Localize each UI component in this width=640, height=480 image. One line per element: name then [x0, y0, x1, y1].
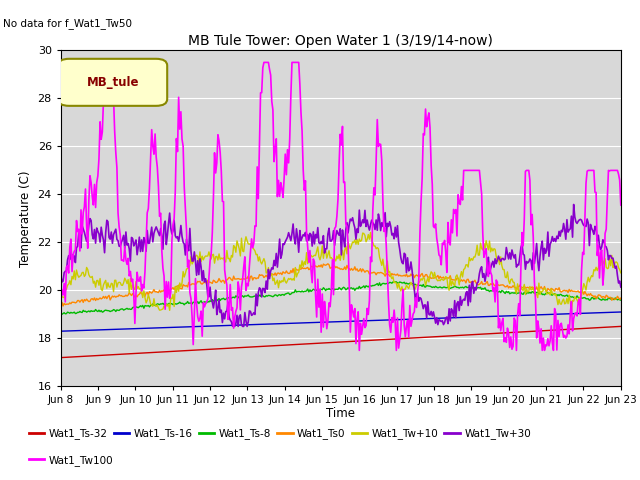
- Wat1_Tw+30: [517, 244, 525, 250]
- Wat1_Ts0: [324, 261, 332, 267]
- Line: Wat1_Tw+30: Wat1_Tw+30: [61, 204, 621, 326]
- Wat1_Tw+30: [328, 238, 335, 244]
- Wat1_Tw100: [328, 289, 335, 295]
- Wat1_Tw100: [355, 348, 363, 353]
- Title: MB Tule Tower: Open Water 1 (3/19/14-now): MB Tule Tower: Open Water 1 (3/19/14-now…: [188, 34, 493, 48]
- Wat1_Ts-16: [617, 309, 625, 315]
- Wat1_Tw+10: [328, 255, 335, 261]
- Wat1_Tw+30: [324, 231, 332, 237]
- Wat1_Ts-32: [326, 340, 334, 346]
- Text: MB_tule: MB_tule: [86, 76, 139, 89]
- Wat1_Tw100: [324, 318, 332, 324]
- Legend: Wat1_Tw100: Wat1_Tw100: [24, 451, 117, 470]
- Wat1_Tw+30: [392, 225, 399, 230]
- Wat1_Ts0: [328, 264, 336, 270]
- Wat1_Ts-16: [326, 319, 334, 325]
- Wat1_Ts-16: [390, 317, 398, 323]
- Wat1_Tw+30: [617, 284, 625, 290]
- Line: Wat1_Ts-32: Wat1_Ts-32: [61, 326, 621, 358]
- Y-axis label: Temperature (C): Temperature (C): [19, 170, 32, 267]
- Wat1_Ts-8: [328, 286, 335, 292]
- Wat1_Tw+10: [57, 295, 65, 300]
- Line: Wat1_Tw+10: Wat1_Tw+10: [61, 232, 621, 310]
- Wat1_Tw+30: [57, 272, 65, 278]
- Legend: Wat1_Ts-32, Wat1_Ts-16, Wat1_Ts-8, Wat1_Ts0, Wat1_Tw+10, Wat1_Tw+30: Wat1_Ts-32, Wat1_Ts-16, Wat1_Ts-8, Wat1_…: [24, 424, 535, 444]
- Line: Wat1_Ts-8: Wat1_Ts-8: [61, 282, 621, 314]
- X-axis label: Time: Time: [326, 407, 355, 420]
- Wat1_Ts-16: [604, 310, 611, 315]
- Wat1_Ts0: [57, 301, 65, 307]
- Wat1_Tw+10: [617, 270, 625, 276]
- Wat1_Ts-8: [392, 279, 400, 285]
- Wat1_Ts-32: [390, 336, 398, 342]
- Wat1_Tw+10: [605, 256, 613, 262]
- Wat1_Tw100: [57, 299, 65, 305]
- Wat1_Ts-16: [360, 318, 367, 324]
- Wat1_Ts-32: [604, 324, 611, 330]
- Wat1_Tw+10: [392, 280, 400, 286]
- Wat1_Ts-32: [57, 355, 65, 360]
- Wat1_Ts0: [617, 295, 625, 301]
- Wat1_Ts0: [60, 303, 67, 309]
- Line: Wat1_Tw100: Wat1_Tw100: [61, 62, 621, 350]
- Wat1_Ts-8: [605, 296, 613, 301]
- Wat1_Ts-8: [324, 287, 332, 292]
- Wat1_Tw100: [103, 60, 111, 65]
- Wat1_Tw+10: [324, 252, 332, 257]
- Line: Wat1_Ts0: Wat1_Ts0: [61, 264, 621, 306]
- Wat1_Ts-8: [361, 285, 369, 291]
- Wat1_Ts-8: [57, 311, 65, 317]
- Wat1_Tw+10: [518, 287, 526, 293]
- Wat1_Ts-32: [516, 329, 524, 335]
- Wat1_Tw100: [605, 168, 613, 174]
- Wat1_Tw100: [362, 323, 370, 328]
- Line: Wat1_Ts-16: Wat1_Ts-16: [61, 312, 621, 331]
- Wat1_Tw100: [392, 348, 400, 353]
- Wat1_Tw+30: [605, 252, 613, 258]
- Wat1_Tw+30: [361, 207, 369, 213]
- Wat1_Ts-32: [617, 324, 625, 329]
- Wat1_Tw+30: [231, 324, 239, 329]
- Wat1_Tw100: [617, 202, 625, 208]
- Wat1_Tw+10: [361, 232, 369, 238]
- Wat1_Tw+10: [166, 307, 173, 313]
- Wat1_Ts-8: [392, 279, 399, 285]
- Wat1_Ts0: [325, 262, 333, 268]
- Wat1_Ts0: [362, 268, 370, 274]
- Text: No data for f_Wat1_Tw50: No data for f_Wat1_Tw50: [3, 18, 132, 29]
- Wat1_Ts0: [518, 285, 526, 290]
- Wat1_Ts0: [605, 295, 613, 300]
- Wat1_Ts-32: [360, 338, 367, 344]
- Wat1_Ts-16: [57, 328, 65, 334]
- Wat1_Tw100: [518, 230, 526, 236]
- Wat1_Tw+30: [570, 202, 577, 207]
- Wat1_Ts-8: [518, 291, 526, 297]
- Wat1_Ts-8: [617, 297, 625, 303]
- Wat1_Ts0: [392, 272, 400, 278]
- FancyBboxPatch shape: [58, 59, 167, 106]
- Wat1_Tw+10: [367, 229, 374, 235]
- Wat1_Ts-8: [58, 312, 66, 317]
- Wat1_Ts-32: [323, 340, 331, 346]
- Wat1_Ts-16: [516, 312, 524, 318]
- Wat1_Ts-16: [323, 319, 331, 325]
